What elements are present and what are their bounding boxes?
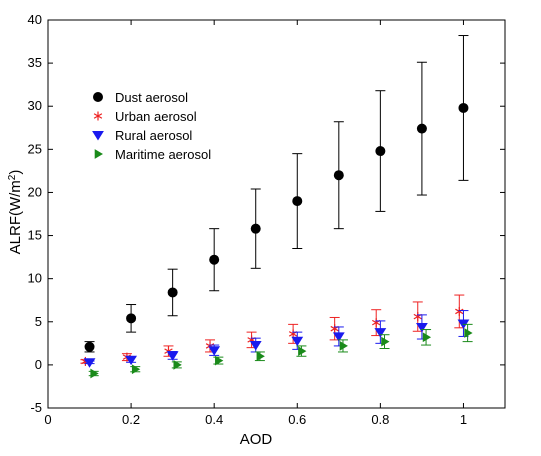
data-point <box>84 341 95 352</box>
data-point <box>416 123 427 134</box>
data-point <box>209 254 220 265</box>
data-point <box>332 332 345 342</box>
y-tick-label: 25 <box>28 141 42 156</box>
legend-marker <box>93 92 103 102</box>
y-axis: -5 0 5 10 15 20 25 30 35 40 <box>28 12 505 415</box>
data-point <box>464 328 473 338</box>
data-point <box>298 346 307 356</box>
data-point <box>292 196 303 207</box>
data-point <box>455 306 464 316</box>
series-circle <box>84 35 469 353</box>
series-layer <box>80 35 473 379</box>
series-asterisk <box>80 294 465 366</box>
y-tick-label: 30 <box>28 98 42 113</box>
legend-marker <box>93 111 103 121</box>
legend-label: Dust aerosol <box>115 90 188 105</box>
y-tick-label: 5 <box>35 314 42 329</box>
data-point <box>167 287 178 298</box>
legend-label: Maritime aerosol <box>115 147 211 162</box>
x-tick-label: 1 <box>460 412 467 427</box>
y-tick-label: 20 <box>28 184 42 199</box>
data-point <box>166 351 179 361</box>
y-tick-label: -5 <box>30 400 42 415</box>
legend-label: Urban aerosol <box>115 109 197 124</box>
y-tick-label: 35 <box>28 55 42 70</box>
data-point <box>339 341 348 351</box>
data-point <box>416 322 428 333</box>
data-point <box>374 328 387 338</box>
data-point <box>249 341 262 351</box>
x-tick-label: 0.2 <box>122 412 140 427</box>
y-tick-label: 15 <box>28 228 42 243</box>
data-point <box>375 146 386 157</box>
data-point <box>208 346 221 356</box>
legend-marker <box>92 131 104 141</box>
x-tick-label: 0 <box>44 412 51 427</box>
y-axis-title: ALRF(W/m2) <box>7 170 24 255</box>
x-axis-title: AOD <box>240 431 273 448</box>
data-point <box>83 358 96 368</box>
asterisk-stroke <box>372 319 381 326</box>
x-tick-label: 0.6 <box>288 412 306 427</box>
series-triangle-right <box>88 323 473 379</box>
asterisk-stroke <box>288 331 298 337</box>
plot-box <box>47 19 506 409</box>
data-point <box>333 170 344 181</box>
legend: Dust aerosol Urban aerosol Rural aerosol Ma… <box>92 90 211 162</box>
x-tick-label: 0.8 <box>371 412 389 427</box>
data-point <box>458 102 469 113</box>
y-tick-label: 40 <box>28 12 42 27</box>
y-axis-title-close: ) <box>7 170 24 175</box>
legend-marker <box>94 149 103 159</box>
data-point <box>126 313 137 324</box>
data-point <box>215 355 224 366</box>
data-point <box>330 324 339 334</box>
asterisk-stroke <box>455 308 464 315</box>
y-axis-title-main: ALRF(W/m <box>7 180 24 254</box>
data-point <box>372 318 381 328</box>
data-point <box>131 364 141 375</box>
legend-label: Rural aerosol <box>115 128 192 143</box>
series-triangle-down <box>83 310 470 368</box>
data-point <box>90 368 99 379</box>
data-point <box>125 355 137 366</box>
y-tick-label: 0 <box>35 357 42 372</box>
data-point <box>413 312 422 322</box>
data-point <box>381 336 390 347</box>
x-tick-label: 0.4 <box>205 412 223 427</box>
plot-frame <box>47 19 506 409</box>
asterisk-stroke <box>93 113 103 119</box>
asterisk-stroke <box>413 313 422 320</box>
y-axis-title-sup: 2 <box>7 174 18 180</box>
data-point <box>422 332 432 343</box>
x-axis: 0 0.2 0.4 0.6 0.8 1 <box>44 20 467 427</box>
data-point <box>173 360 182 370</box>
data-point <box>291 336 304 347</box>
y-tick-label: 10 <box>28 271 42 286</box>
asterisk-stroke <box>330 325 339 332</box>
data-point <box>250 223 261 234</box>
data-point <box>256 351 265 362</box>
